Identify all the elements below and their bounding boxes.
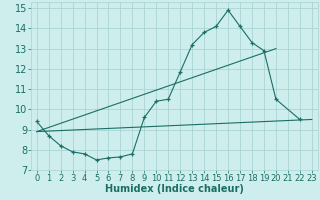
X-axis label: Humidex (Indice chaleur): Humidex (Indice chaleur) — [105, 184, 244, 194]
